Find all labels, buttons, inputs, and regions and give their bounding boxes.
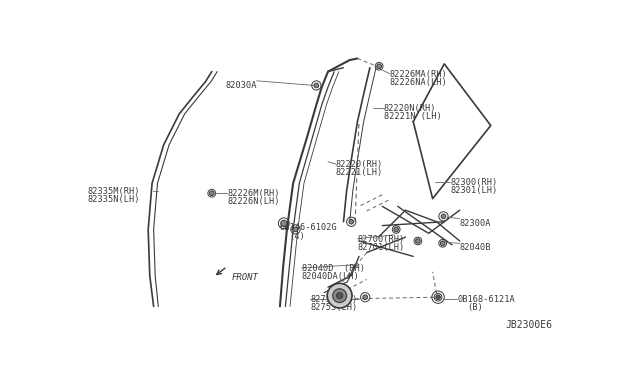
Text: 82226N(LH): 82226N(LH) — [227, 197, 280, 206]
Text: 82226MA(RH): 82226MA(RH) — [390, 70, 448, 79]
Circle shape — [394, 227, 399, 232]
Circle shape — [327, 283, 352, 308]
Text: JB2300E6: JB2300E6 — [506, 320, 553, 330]
Text: 0B168-6121A: 0B168-6121A — [458, 295, 515, 304]
Circle shape — [337, 293, 343, 299]
Text: (B): (B) — [467, 302, 483, 312]
Text: 0B146-6102G: 0B146-6102G — [280, 223, 338, 232]
Text: FRONT: FRONT — [231, 273, 258, 282]
Text: 82300A: 82300A — [460, 219, 492, 228]
Circle shape — [349, 219, 353, 224]
Text: 82300(RH): 82300(RH) — [451, 178, 498, 187]
Text: 82040B: 82040B — [460, 243, 492, 252]
Text: 82335M(RH): 82335M(RH) — [88, 187, 140, 196]
Circle shape — [377, 64, 381, 68]
Circle shape — [333, 289, 347, 302]
Circle shape — [434, 294, 442, 301]
Text: 82220N(RH): 82220N(RH) — [384, 104, 436, 113]
Text: 82753(LH): 82753(LH) — [310, 302, 357, 312]
Circle shape — [209, 191, 214, 196]
Text: 82700(RH): 82700(RH) — [358, 235, 404, 244]
Circle shape — [293, 227, 298, 232]
Text: (4): (4) — [289, 232, 305, 241]
Circle shape — [314, 83, 319, 88]
Text: 82226NA(LH): 82226NA(LH) — [390, 78, 448, 87]
Text: 82040DA(LH): 82040DA(LH) — [301, 272, 360, 281]
Text: 82226M(RH): 82226M(RH) — [227, 189, 280, 198]
Circle shape — [440, 241, 445, 246]
Text: 82301(LH): 82301(LH) — [451, 186, 498, 195]
Circle shape — [436, 295, 440, 299]
Circle shape — [281, 220, 287, 226]
Text: 82701(LH): 82701(LH) — [358, 243, 404, 251]
Text: 82335N(LH): 82335N(LH) — [88, 195, 140, 204]
Text: 82221N (LH): 82221N (LH) — [384, 112, 442, 121]
Text: 82221(LH): 82221(LH) — [336, 168, 383, 177]
Text: 82220(RH): 82220(RH) — [336, 160, 383, 169]
Circle shape — [363, 295, 367, 299]
Circle shape — [441, 214, 446, 219]
Circle shape — [415, 239, 420, 243]
Text: 82752(RH): 82752(RH) — [310, 295, 357, 304]
Text: 82040D  (RH): 82040D (RH) — [301, 264, 365, 273]
Text: 82030A: 82030A — [225, 81, 257, 90]
